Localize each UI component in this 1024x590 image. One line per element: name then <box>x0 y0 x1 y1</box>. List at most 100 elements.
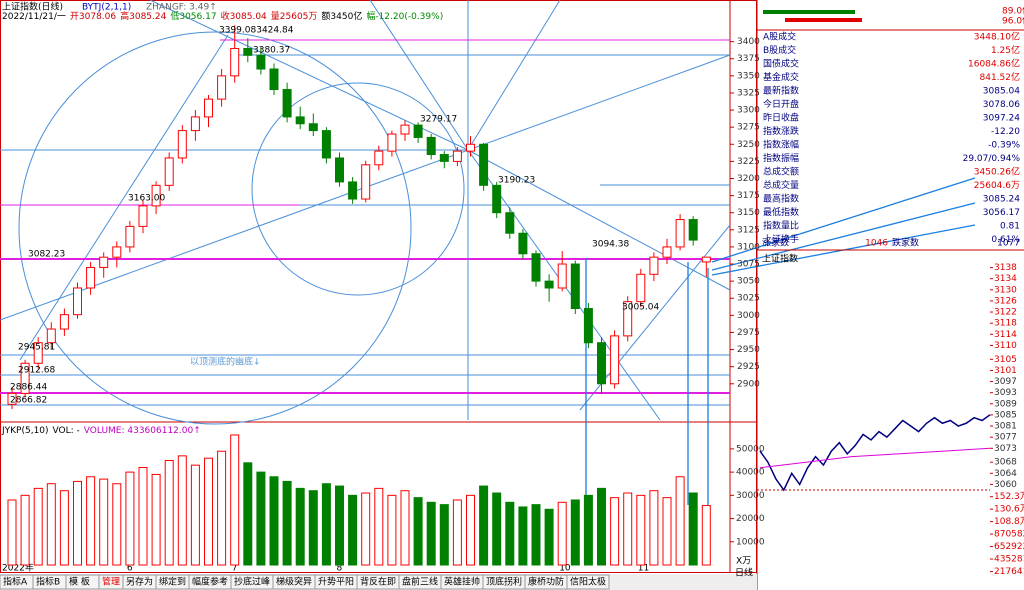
tab[interactable] <box>566 574 610 590</box>
volume-bar <box>151 473 161 566</box>
tab-label[interactable]: 升势平阳 <box>318 576 354 588</box>
volume-bar <box>570 499 580 566</box>
candle-body <box>466 143 475 152</box>
candle-body <box>217 75 227 100</box>
y-tick-label: 3073 <box>994 444 1017 454</box>
y-tick-label: 20000 <box>736 514 765 524</box>
y-tick-label: 3114 <box>994 330 1017 340</box>
y-tick-label: 2975 <box>737 328 760 338</box>
tab-label[interactable]: 模 板 <box>69 576 90 588</box>
close: 收3085.04 <box>220 12 267 22</box>
vol-title: JYKP(5,10) <box>2 426 49 436</box>
tab-label[interactable]: 另存为 <box>126 576 153 588</box>
info-label: 指数量比 <box>763 220 799 232</box>
candle-body <box>479 143 489 186</box>
candle-body <box>138 205 148 227</box>
tab-label[interactable]: 幅度参考 <box>192 576 228 588</box>
candle-body <box>531 253 541 282</box>
info-label: 最低指数 <box>763 206 799 218</box>
y-tick-label: 3077 <box>994 433 1017 443</box>
volume-bar <box>361 492 371 566</box>
candle-body <box>230 47 240 77</box>
volume-bar <box>308 490 318 566</box>
tab-label[interactable]: 英雄挂帅 <box>444 576 480 588</box>
intraday-line <box>759 447 991 469</box>
y-tick-label: 3300 <box>737 106 760 116</box>
volume-bar <box>190 464 200 566</box>
volume: 量25605万 <box>270 12 318 22</box>
tab-label[interactable]: 梯级突异 <box>276 576 312 588</box>
y-tick-label: 3225 <box>737 157 760 167</box>
candle-body <box>544 280 554 289</box>
volume-bar <box>217 450 227 566</box>
period[interactable]: 日线 <box>735 567 753 579</box>
tab-label[interactable]: 绑定到 <box>159 576 186 588</box>
candle-body <box>387 133 397 152</box>
candle-body <box>452 150 462 162</box>
y-tick-label: 3134 <box>994 274 1017 284</box>
candle-body <box>570 263 580 310</box>
volume-bar <box>531 504 541 566</box>
gauge-bar <box>785 18 862 22</box>
candle-body <box>688 219 698 241</box>
tab-label[interactable]: 背反在即 <box>360 576 396 588</box>
tab-label[interactable]: 抄底过峰 <box>234 576 270 588</box>
v-tick-label: 152.3万 <box>994 492 1024 502</box>
y-tick-label: 3118 <box>994 319 1017 329</box>
vol-label: VOLUME: 433606112.00↑ <box>83 426 201 436</box>
annotation: 3005.04 <box>622 303 659 313</box>
y-tick-label: 3275 <box>737 123 760 133</box>
info-label: 基金成交 <box>763 71 799 83</box>
candle-body <box>59 314 69 330</box>
drawing-circle <box>18 31 412 425</box>
volume-bar <box>597 487 606 566</box>
low: 低3056.17 <box>170 12 217 22</box>
y-tick-label: 2900 <box>737 379 760 389</box>
candle-body <box>7 392 17 405</box>
summary-down: 96.0亿 <box>1002 15 1024 27</box>
y-tick-label: 3122 <box>994 308 1017 318</box>
open: 开3078.06 <box>69 12 117 22</box>
info-value: 0.61% <box>991 235 1020 245</box>
tab-label[interactable]: 顶底拐利 <box>486 576 522 588</box>
candle-body <box>597 342 606 385</box>
v-tick-label: 435281 <box>994 555 1024 565</box>
candle-body <box>125 225 135 248</box>
tab-label[interactable]: 指标B <box>36 576 60 588</box>
candle-body <box>308 123 318 132</box>
candle-body <box>439 154 449 162</box>
y-tick-label: 50000 <box>736 444 765 454</box>
annotation: 3399.083424.84 <box>219 26 294 36</box>
volume-bar <box>125 471 135 566</box>
mini-title: 上证指数 <box>762 253 798 265</box>
volume-bar <box>164 460 174 566</box>
volume-bar <box>518 506 528 566</box>
tab-label[interactable]: 指标A <box>3 576 28 588</box>
y-tick-label: 3100 <box>737 242 760 252</box>
header-ohlc: 2022/11/21/一 开3078.06 高3085.24 低3056.17 … <box>2 12 443 23</box>
volume-header: JYKP(5,10) VOL: - VOLUME: 433606112.00↑ <box>2 426 201 437</box>
candle-body <box>557 263 567 289</box>
tab-label[interactable]: 康桥功防 <box>528 576 564 588</box>
y-tick-label: 3200 <box>737 174 760 184</box>
candle-body <box>413 124 423 138</box>
volume-bar <box>636 494 646 566</box>
tab-label[interactable]: 盘前三线 <box>402 576 438 588</box>
candle-body <box>505 212 515 234</box>
tab-label[interactable]: 信阳太极 <box>570 576 606 588</box>
info-value: 3450.26亿 <box>974 166 1020 178</box>
info-label: 总成交量 <box>763 179 799 191</box>
drawing-circle <box>251 82 465 296</box>
breadth-down: 1077 <box>997 239 1020 249</box>
candle-body <box>256 54 266 70</box>
header-indicator: BYTJ(2,1,1) <box>82 3 131 13</box>
y-tick-label: 3093 <box>994 388 1017 398</box>
candle-body <box>649 256 659 275</box>
info-label: 最高指数 <box>763 193 799 205</box>
y-tick-label: 30000 <box>736 491 765 501</box>
volume-bar <box>610 497 620 566</box>
v-tick-label: 217641 <box>994 567 1024 577</box>
info-value: -0.39% <box>988 141 1020 151</box>
tab-label[interactable]: 管理 <box>102 576 120 588</box>
volume-bar <box>387 494 397 566</box>
